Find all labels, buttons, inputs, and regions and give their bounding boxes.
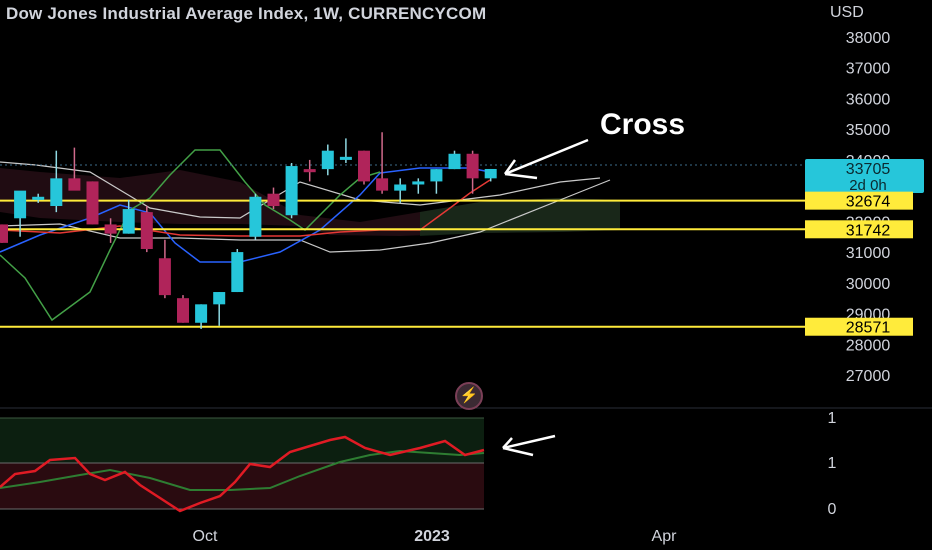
price-tick-label: 36000 [846,91,891,108]
countdown-label: 2d 0h [849,177,887,194]
time-tick-label: 2023 [414,528,450,545]
candle-body [0,224,8,243]
candle-body [14,190,27,219]
candle-body [32,196,45,200]
currency-label[interactable]: USD [830,4,864,21]
price-tick-label: 35000 [846,122,891,139]
oscillator-panel [0,407,932,513]
candle-body [466,153,479,179]
current-price-label: 33705 [846,161,891,178]
cloud-area-bull [420,198,620,236]
candle-body [484,168,497,179]
price-tick-label: 27000 [846,368,891,385]
candle-body [195,304,208,323]
candle-body [303,169,316,173]
drawn-arrows[interactable] [502,138,589,457]
current-price-badge [805,159,924,193]
candle-body [231,252,244,293]
arrow-icon[interactable] [502,434,556,457]
price-axis[interactable]: 3800037000360003500034000330003200031000… [805,30,924,385]
time-tick-label: Oct [193,528,218,545]
candle-body [86,181,99,225]
candle-body [339,156,352,160]
level-badge [805,191,913,210]
candle-body [213,292,226,305]
candle-body [376,178,389,191]
candle-body [412,181,425,185]
level-badge [805,220,913,239]
oscillator-upper-zone [0,418,484,463]
level-label: 32674 [846,194,891,211]
chart-title: Dow Jones Industrial Average Index, 1W, … [6,4,487,23]
price-tick-label: 28000 [846,337,891,354]
candle-body [321,150,334,170]
lagging-span-line [0,149,381,322]
lightning-icon[interactable]: ⚡ [455,382,483,410]
time-tick-label: Apr [652,528,678,545]
candle-body [122,209,135,234]
price-tick-label: 38000 [846,30,891,47]
candle-body [50,178,63,206]
oscillator-axis: 1 1 0 [828,410,837,518]
level-label: 28571 [846,320,891,337]
candle-body [177,298,189,323]
level-label: 31742 [846,222,891,239]
level-badge [805,317,913,336]
oscillator-tick-label: 1 [828,410,837,427]
oscillator-tick-label: 1 [828,455,837,472]
price-tick-label: 30000 [846,276,891,293]
candle-body [448,153,461,170]
candle-body [267,193,280,206]
price-tick-label: 31000 [846,245,891,262]
candle-body [285,166,298,216]
cross-annotation[interactable]: Cross [600,108,686,141]
oscillator-main-line [0,435,485,513]
arrow-icon[interactable] [503,138,589,180]
candle-body [158,258,171,296]
time-axis[interactable]: Oct 2023 Apr [193,528,678,545]
oscillator-tick-label: 0 [828,501,837,518]
oscillator-lower-zone [0,463,484,509]
candle-body [104,224,117,234]
price-tick-label: 37000 [846,61,891,78]
candle-body [140,212,153,250]
candle-body [394,184,407,191]
candlestick-series [0,132,497,329]
candle-body [68,178,81,191]
candle-body [430,169,443,182]
candle-body [358,150,370,182]
candle-body [249,196,262,237]
